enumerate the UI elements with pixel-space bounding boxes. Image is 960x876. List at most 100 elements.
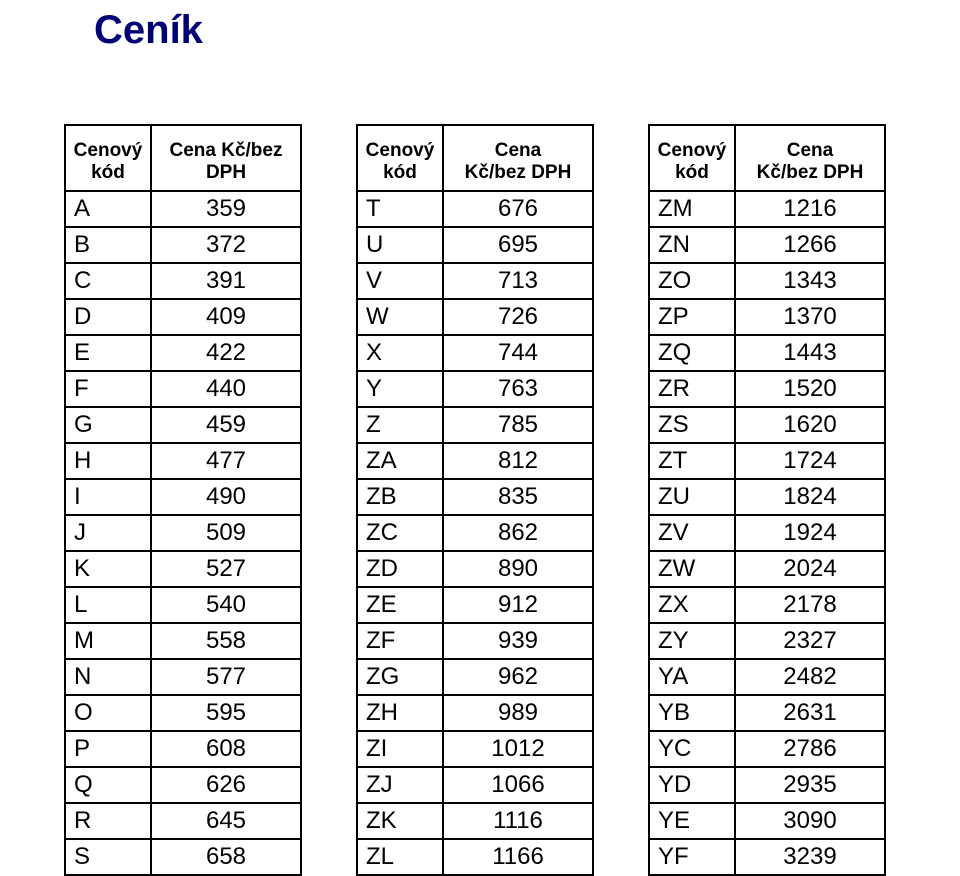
table-row: ZV1924 xyxy=(649,515,885,551)
table-row: M558 xyxy=(65,623,301,659)
cell-value: 2786 xyxy=(735,731,885,767)
cell-code: ZP xyxy=(649,299,735,335)
price-table: Cenový kódCena Kč/bezDPHA359B372C391D409… xyxy=(64,124,302,876)
cell-value: 3090 xyxy=(735,803,885,839)
cell-code: ZX xyxy=(649,587,735,623)
table-row: K527 xyxy=(65,551,301,587)
cell-code: YC xyxy=(649,731,735,767)
cell-code: L xyxy=(65,587,151,623)
cell-code: V xyxy=(357,263,443,299)
table-row: ZN1266 xyxy=(649,227,885,263)
cell-value: 1343 xyxy=(735,263,885,299)
table-row: ZH989 xyxy=(357,695,593,731)
table-row: Z785 xyxy=(357,407,593,443)
cell-value: 1166 xyxy=(443,839,593,875)
table-row: U695 xyxy=(357,227,593,263)
cell-code: S xyxy=(65,839,151,875)
cell-code: ZT xyxy=(649,443,735,479)
cell-code: P xyxy=(65,731,151,767)
table-row: ZG962 xyxy=(357,659,593,695)
cell-value: 763 xyxy=(443,371,593,407)
table-row: D409 xyxy=(65,299,301,335)
cell-value: 726 xyxy=(443,299,593,335)
table-row: ZU1824 xyxy=(649,479,885,515)
cell-value: 1824 xyxy=(735,479,885,515)
table-row: G459 xyxy=(65,407,301,443)
cell-code: Y xyxy=(357,371,443,407)
cell-value: 527 xyxy=(151,551,301,587)
cell-code: ZM xyxy=(649,191,735,227)
cell-value: 2631 xyxy=(735,695,885,731)
cell-value: 359 xyxy=(151,191,301,227)
table-row: S658 xyxy=(65,839,301,875)
table-row: YA2482 xyxy=(649,659,885,695)
table-row: ZX2178 xyxy=(649,587,885,623)
cell-code: ZF xyxy=(357,623,443,659)
cell-value: 540 xyxy=(151,587,301,623)
cell-code: H xyxy=(65,443,151,479)
table-row: ZM1216 xyxy=(649,191,885,227)
table-row: H477 xyxy=(65,443,301,479)
table-row: ZJ1066 xyxy=(357,767,593,803)
cell-code: ZN xyxy=(649,227,735,263)
cell-value: 695 xyxy=(443,227,593,263)
cell-code: C xyxy=(65,263,151,299)
table-row: ZW2024 xyxy=(649,551,885,587)
cell-value: 558 xyxy=(151,623,301,659)
cell-code: R xyxy=(65,803,151,839)
cell-value: 477 xyxy=(151,443,301,479)
table-row: O595 xyxy=(65,695,301,731)
cell-value: 391 xyxy=(151,263,301,299)
cell-code: ZI xyxy=(357,731,443,767)
cell-value: 890 xyxy=(443,551,593,587)
table-row: C391 xyxy=(65,263,301,299)
cell-value: 2482 xyxy=(735,659,885,695)
cell-value: 962 xyxy=(443,659,593,695)
cell-code: G xyxy=(65,407,151,443)
table-row: ZB835 xyxy=(357,479,593,515)
table-row: ZS1620 xyxy=(649,407,885,443)
cell-value: 676 xyxy=(443,191,593,227)
cell-code: ZH xyxy=(357,695,443,731)
table-row: E422 xyxy=(65,335,301,371)
cell-code: ZR xyxy=(649,371,735,407)
header-price: CenaKč/bez DPH xyxy=(735,125,885,191)
table-row: ZE912 xyxy=(357,587,593,623)
cell-code: U xyxy=(357,227,443,263)
cell-value: 626 xyxy=(151,767,301,803)
cell-code: ZO xyxy=(649,263,735,299)
header-price: Cena Kč/bezDPH xyxy=(151,125,301,191)
table-row: YB2631 xyxy=(649,695,885,731)
table-row: L540 xyxy=(65,587,301,623)
price-table: Cenový kódCenaKč/bez DPHZM1216ZN1266ZO13… xyxy=(648,124,886,876)
cell-code: O xyxy=(65,695,151,731)
cell-code: YE xyxy=(649,803,735,839)
cell-value: 577 xyxy=(151,659,301,695)
cell-value: 409 xyxy=(151,299,301,335)
cell-value: 459 xyxy=(151,407,301,443)
cell-code: D xyxy=(65,299,151,335)
cell-value: 1724 xyxy=(735,443,885,479)
table-row: ZK1116 xyxy=(357,803,593,839)
table-row: W726 xyxy=(357,299,593,335)
table-row: ZR1520 xyxy=(649,371,885,407)
table-row: Q626 xyxy=(65,767,301,803)
cell-value: 835 xyxy=(443,479,593,515)
cell-value: 1370 xyxy=(735,299,885,335)
cell-code: F xyxy=(65,371,151,407)
cell-code: M xyxy=(65,623,151,659)
table-row: ZQ1443 xyxy=(649,335,885,371)
table-row: R645 xyxy=(65,803,301,839)
cell-code: ZK xyxy=(357,803,443,839)
table-row: B372 xyxy=(65,227,301,263)
table-row: ZF939 xyxy=(357,623,593,659)
cell-code: ZJ xyxy=(357,767,443,803)
table-row: A359 xyxy=(65,191,301,227)
cell-code: ZG xyxy=(357,659,443,695)
cell-code: ZW xyxy=(649,551,735,587)
cell-code: YD xyxy=(649,767,735,803)
cell-value: 658 xyxy=(151,839,301,875)
header-code: Cenový kód xyxy=(649,125,735,191)
table-row: ZC862 xyxy=(357,515,593,551)
cell-value: 2024 xyxy=(735,551,885,587)
